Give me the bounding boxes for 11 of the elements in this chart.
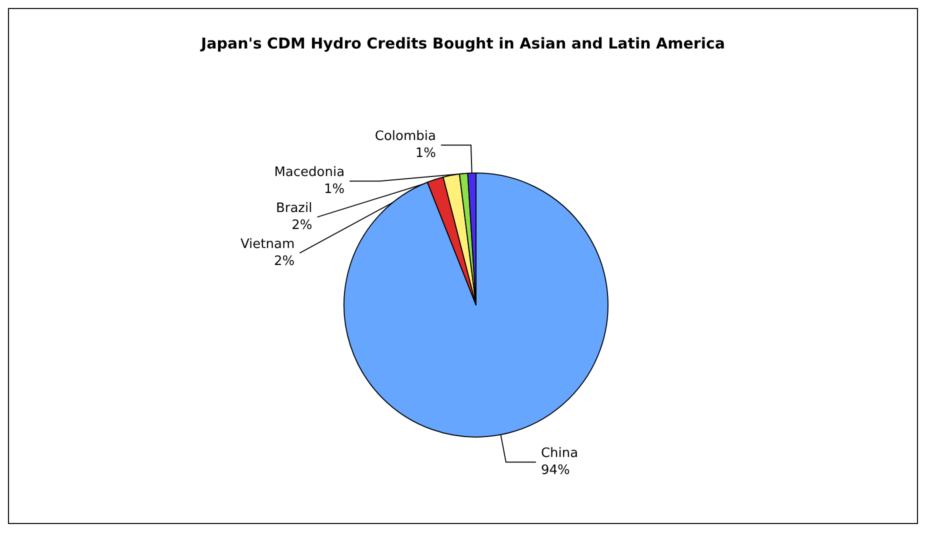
data-label: 2%	[274, 254, 295, 270]
slice-label: Brazil	[276, 201, 312, 216]
data-label: 1%	[324, 182, 345, 198]
data-label: 1%	[415, 146, 436, 162]
data-label: 2%	[292, 218, 312, 234]
data-label: 94%	[540, 463, 570, 478]
slice-label: Macedonia	[274, 165, 345, 180]
slice-label: Vietnam	[240, 237, 295, 252]
slice-label: Colombia	[374, 129, 436, 144]
slice-label: China	[540, 446, 578, 462]
chart-title: Japan's CDM Hydro Credits Bought in Asian and Latin America	[200, 34, 725, 52]
